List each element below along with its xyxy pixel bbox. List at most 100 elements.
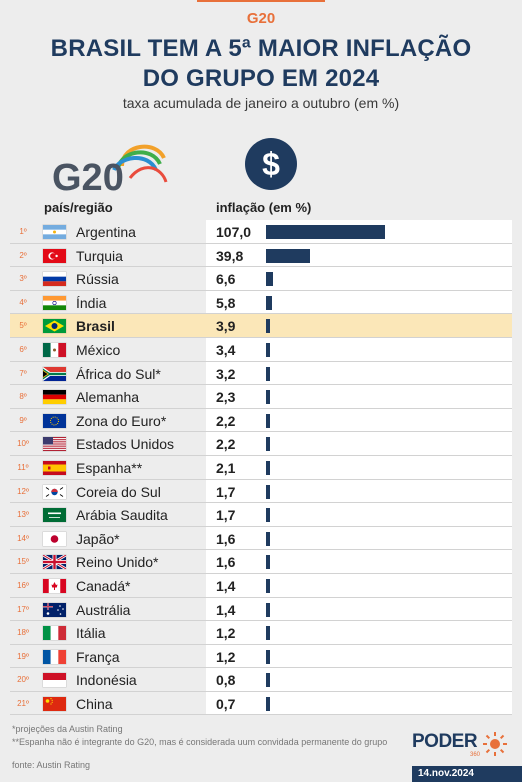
data-label: 1,2 bbox=[216, 625, 236, 642]
table-row: 15º Reino Unido* 1,6 bbox=[10, 550, 512, 574]
rank-label: 3º bbox=[19, 274, 27, 284]
table-row: 14º Japão* 1,6 bbox=[10, 526, 512, 551]
flag-argentina-icon bbox=[43, 225, 66, 239]
flag-japan-icon bbox=[43, 531, 66, 546]
flag-turkey-icon bbox=[43, 248, 66, 263]
rank-label: 2º bbox=[19, 250, 27, 260]
rank-label: 11º bbox=[17, 462, 29, 472]
brand-name: PODER bbox=[412, 731, 478, 752]
country-label: Zona do Euro* bbox=[76, 412, 167, 429]
data-label: 3,2 bbox=[216, 365, 236, 382]
rank-label: 9º bbox=[19, 415, 27, 425]
country-label: Índia bbox=[76, 294, 107, 311]
value-cell: 2,2 bbox=[206, 408, 512, 432]
country-label: Itália bbox=[76, 625, 106, 642]
inflation-bar bbox=[266, 508, 270, 523]
country-label: China bbox=[76, 695, 113, 712]
value-cell: 39,8 bbox=[206, 243, 512, 267]
table-row: 19º França 1,2 bbox=[10, 644, 512, 669]
data-label: 5,8 bbox=[216, 294, 236, 311]
g20-logo: G20 bbox=[52, 144, 168, 196]
rank-label: 10º bbox=[17, 439, 29, 449]
flag-mexico-icon bbox=[43, 342, 66, 357]
table-row: 4º Índia 5,8 bbox=[10, 290, 512, 315]
country-label: Brasil bbox=[76, 318, 115, 335]
table-row: 16º Canadá* 1,4 bbox=[10, 573, 512, 598]
rank-label: 1º bbox=[19, 227, 27, 236]
ranking-table: 1º Argentina 107,0 2º Turquia 39,8 3º Rússia 6,6… bbox=[10, 220, 512, 716]
value-cell: 0,8 bbox=[206, 668, 512, 691]
table-row: 10º Estados Unidos 2,2 bbox=[10, 432, 512, 456]
value-cell: 1,2 bbox=[206, 621, 512, 644]
inflation-bar bbox=[266, 413, 270, 428]
rank-label: 4º bbox=[19, 297, 27, 307]
country-label: México bbox=[76, 341, 121, 358]
inflation-bar bbox=[266, 437, 270, 452]
brand-sub: 360 bbox=[470, 752, 481, 758]
table-row: 6º México 3,4 bbox=[10, 337, 512, 362]
country-label: Espanha** bbox=[76, 459, 143, 476]
flag-germany-icon bbox=[43, 390, 66, 405]
flag-india-icon bbox=[43, 295, 66, 310]
country-label: Argentina bbox=[76, 224, 136, 240]
rank-label: 6º bbox=[19, 344, 27, 354]
value-cell: 3,2 bbox=[206, 361, 512, 385]
flag-russia-icon bbox=[43, 272, 66, 287]
rank-label: 8º bbox=[19, 392, 27, 402]
rank-label: 20º bbox=[17, 675, 29, 685]
rank-label: 14º bbox=[17, 533, 29, 543]
flag-uk-icon bbox=[43, 555, 66, 570]
value-cell: 2,1 bbox=[206, 455, 512, 479]
value-cell: 6,6 bbox=[206, 267, 512, 290]
data-label: 3,9 bbox=[216, 318, 236, 335]
inflation-bar bbox=[266, 248, 311, 263]
flag-france-icon bbox=[43, 649, 66, 664]
value-cell: 3,9 bbox=[206, 314, 512, 337]
flag-saudi-arabia-icon bbox=[43, 508, 66, 523]
inflation-bar bbox=[266, 319, 271, 334]
g20-logo-text: G20 bbox=[52, 157, 124, 196]
column-header-value: inflação (em %) bbox=[216, 200, 312, 215]
table-row: 7º África do Sul* 3,2 bbox=[10, 361, 512, 386]
flag-brazil-icon bbox=[43, 319, 66, 334]
rank-label: 19º bbox=[17, 651, 29, 661]
data-label: 1,7 bbox=[216, 483, 236, 500]
country-label: Coreia do Sul bbox=[76, 483, 161, 500]
chart-title-line2: DO GRUPO EM 2024 bbox=[142, 65, 380, 92]
data-label: 1,4 bbox=[216, 601, 236, 618]
country-label: Turquia bbox=[76, 247, 123, 264]
inflation-bar bbox=[266, 272, 274, 287]
table-row: 20º Indonésia 0,8 bbox=[10, 668, 512, 692]
flag-italy-icon bbox=[43, 626, 66, 641]
data-label: 107,0 bbox=[216, 224, 252, 240]
country-label: Indonésia bbox=[76, 672, 137, 689]
country-label: Estados Unidos bbox=[76, 436, 175, 453]
data-label: 2,1 bbox=[216, 459, 236, 476]
country-label: França bbox=[76, 648, 120, 665]
country-label: Reino Unido* bbox=[76, 554, 159, 571]
inflation-bar bbox=[266, 295, 273, 310]
flag-south-korea-icon bbox=[43, 484, 66, 499]
data-label: 6,6 bbox=[216, 271, 236, 288]
top-accent-line bbox=[197, 0, 325, 2]
data-label: 1,2 bbox=[216, 648, 236, 665]
flag-australia-icon bbox=[43, 602, 66, 617]
country-label: Canadá* bbox=[76, 577, 131, 594]
country-label: Japão* bbox=[76, 530, 120, 547]
data-label: 0,7 bbox=[216, 695, 236, 712]
column-header-country: país/região bbox=[44, 200, 113, 215]
value-cell: 2,2 bbox=[206, 432, 512, 455]
chart-title: BRASIL TEM A 5ª MAIOR INFLAÇÃO DO GRUPO … bbox=[0, 34, 522, 94]
table-row: 13º Arábia Saudita 1,7 bbox=[10, 503, 512, 527]
inflation-bar bbox=[266, 366, 270, 381]
country-label: Austrália bbox=[76, 601, 131, 618]
value-cell: 1,7 bbox=[206, 503, 512, 526]
inflation-bar bbox=[266, 626, 270, 641]
rank-label: 5º bbox=[19, 321, 27, 331]
data-label: 1,6 bbox=[216, 530, 236, 547]
data-label: 1,7 bbox=[216, 507, 236, 524]
flag-indonesia-icon bbox=[43, 673, 66, 688]
data-label: 2,2 bbox=[216, 436, 236, 453]
data-label: 0,8 bbox=[216, 672, 236, 689]
data-label: 3,4 bbox=[216, 341, 236, 358]
